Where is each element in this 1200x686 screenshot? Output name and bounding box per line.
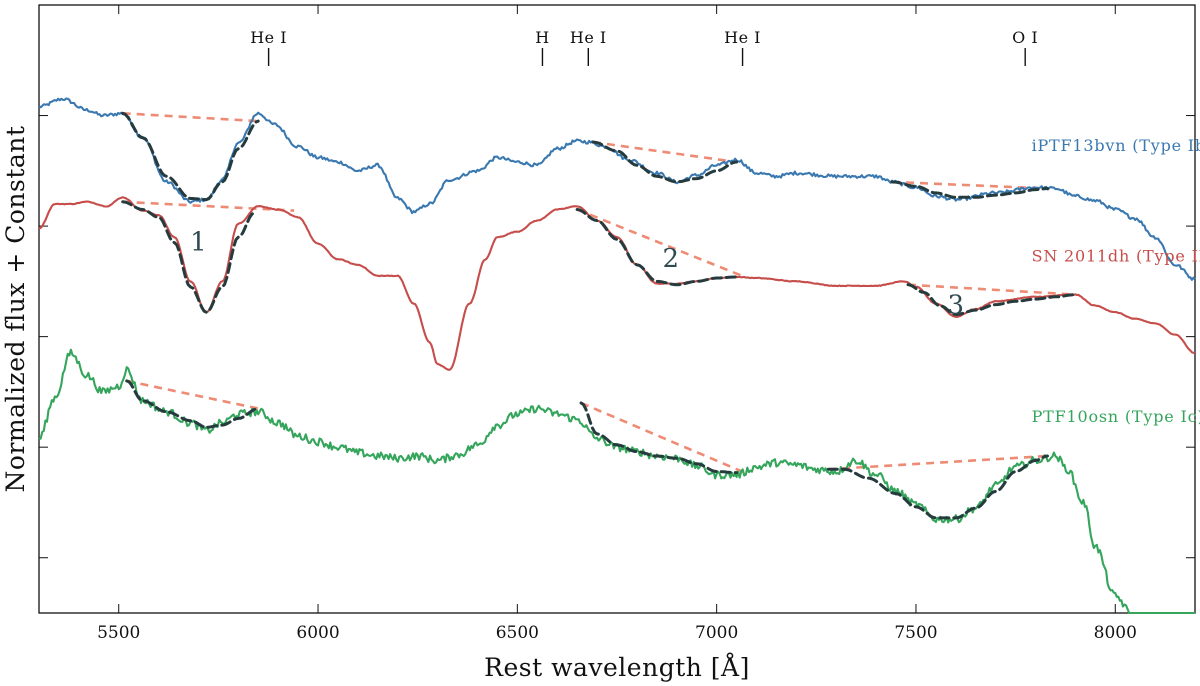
line-id-label: He I (570, 28, 607, 47)
plot-frame (38, 4, 1196, 614)
annotation-labels: 1 2 3 iPTF13bvn (Type Ib) SN 2011dh (Type II… (190, 136, 1200, 426)
fit-curve-ptf10osn (579, 401, 739, 475)
series-label-iptf13bvn: iPTF13bvn (Type Ib) (1032, 136, 1200, 155)
feature-number-label: 2 (663, 244, 680, 274)
series-line-ptf10osn (38, 348, 1195, 615)
axis-ticks: 5500 6000 6500 7000 7500 8000 (39, 5, 1195, 643)
continuum-iptf13bvn (122, 112, 259, 123)
line-id-label: O I (1012, 28, 1038, 47)
x-tick-label: 5500 (97, 623, 140, 643)
fit-curve-iptf13bvn (890, 180, 1049, 199)
series-label-sn2011dh: SN 2011dh (Type IIb) (1032, 246, 1200, 265)
y-axis-title: Normalized flux + Constant (1, 126, 30, 493)
continuum-sn2011dh (907, 283, 1076, 296)
spectrum-series (38, 97, 1196, 615)
fit-curve-ptf10osn (125, 379, 260, 429)
fit-curve-iptf13bvn (591, 140, 739, 184)
x-tick-label: 6500 (496, 623, 539, 643)
continuum-sn2011dh (576, 208, 746, 279)
fit-curve-sn2011dh (575, 208, 739, 287)
feature-number-label: 3 (948, 290, 965, 320)
series-line-sn2011dh (38, 196, 1196, 371)
x-tick-label: 6000 (296, 623, 339, 643)
feature-number-label: 1 (190, 227, 207, 257)
continuum-iptf13bvn (592, 140, 737, 164)
line-id-label: He I (724, 28, 761, 47)
series-line-iptf13bvn (38, 97, 1196, 281)
fit-curves (121, 111, 1077, 520)
x-axis-title: Rest wavelength [Å] (484, 652, 750, 682)
continuum-ptf10osn (828, 454, 1048, 471)
continuum-ptf10osn (580, 401, 746, 474)
fit-curve-ptf10osn (826, 454, 1049, 520)
fit-curve-sn2011dh (906, 283, 1077, 317)
x-tick-label: 7500 (894, 623, 937, 643)
series-label-ptf10osn: PTF10osn (Type Ic) (1032, 407, 1200, 426)
line-identifications: He I H He I He I O I (250, 28, 1038, 66)
continuum-ptf10osn (126, 379, 259, 410)
x-tick-label: 7000 (695, 623, 738, 643)
continuum-sn2011dh (122, 200, 295, 212)
x-tick-label: 8000 (1094, 623, 1137, 643)
fit-curve-iptf13bvn (121, 111, 260, 202)
line-id-label: He I (250, 28, 287, 47)
line-id-label: H (535, 28, 549, 47)
fit-curve-sn2011dh (121, 200, 256, 314)
